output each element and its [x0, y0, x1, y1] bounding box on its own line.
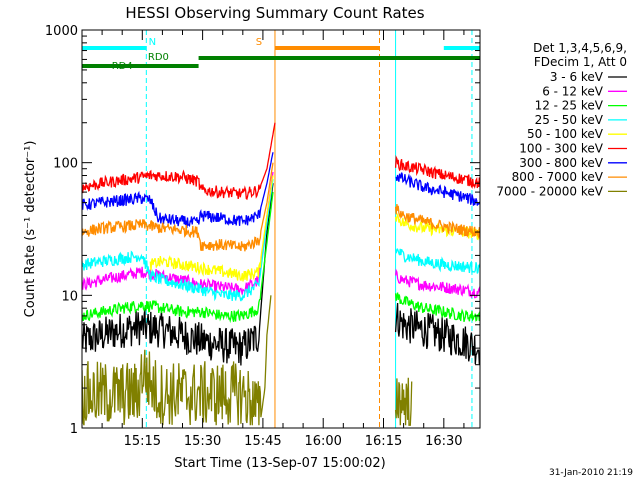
series-4-segment-2	[394, 247, 480, 275]
series-3-segment-1	[82, 192, 274, 324]
legend-label-6: 100 - 300 keV	[519, 142, 603, 156]
footer-timestamp: 31-Jan-2010 21:19	[549, 468, 633, 478]
series-6-segment-1	[82, 122, 276, 201]
state-bar-label-rd0: RD0	[148, 52, 169, 63]
series-9-segment-1	[82, 295, 272, 426]
x-tick-label-4: 16:00	[304, 434, 341, 449]
series-9-segment-2	[394, 377, 413, 426]
series-8	[82, 162, 480, 252]
x-tick-label-1: 15:15	[124, 434, 161, 449]
legend: Det 1,3,4,5,6,9, FDecim 1, Att 0 3 - 6 k…	[496, 41, 627, 198]
series-6	[82, 122, 480, 201]
x-tick-label-3: 15:45	[244, 434, 281, 449]
series-7-segment-2	[395, 172, 480, 206]
series-3-segment-2	[394, 292, 480, 322]
y-tick-label-4: 1000	[45, 24, 78, 39]
legend-label-3: 12 - 25 keV	[535, 99, 604, 113]
series-1-segment-1	[82, 183, 274, 366]
plot-frame	[81, 29, 481, 429]
y-tick-label-3: 100	[53, 157, 78, 172]
legend-label-9: 7000 - 20000 keV	[496, 184, 603, 198]
series-4	[82, 179, 480, 302]
series-1-segment-2	[394, 302, 480, 366]
series-lines	[82, 122, 480, 426]
legend-label-4: 25 - 50 keV	[535, 113, 604, 127]
series-4-segment-1	[82, 179, 274, 302]
series-8-segment-2	[394, 204, 480, 240]
state-bar-label-n: N	[149, 37, 156, 48]
x-axis-label: Start Time (13-Sep-07 15:00:02)	[174, 456, 385, 471]
y-axis: 1 10 100 1000	[45, 24, 480, 437]
x-axis: 15:15 15:30 15:45 16:00 16:15 16:30	[101, 30, 465, 449]
state-bars: N S RD0 RD4	[82, 37, 480, 72]
series-5-segment-1	[149, 175, 274, 282]
series-2-segment-2	[394, 268, 480, 299]
state-bar-label-s: S	[256, 37, 262, 48]
x-tick-label-5: 16:15	[365, 434, 402, 449]
y-tick-label-1: 1	[70, 422, 78, 437]
series-7	[82, 152, 480, 228]
series-9	[82, 295, 413, 426]
legend-label-5: 50 - 100 keV	[527, 127, 604, 141]
series-3	[82, 192, 480, 324]
series-8-segment-1	[82, 162, 274, 252]
series-2	[82, 171, 480, 299]
series-7-segment-1	[82, 152, 274, 228]
legend-header-line-1: Det 1,3,4,5,6,9,	[533, 41, 627, 55]
legend-label-8: 800 - 7000 keV	[512, 170, 604, 184]
x-tick-label-2: 15:30	[184, 434, 221, 449]
y-tick-label-2: 10	[61, 289, 78, 304]
chart-title: HESSI Observing Summary Count Rates	[125, 4, 424, 22]
series-2-segment-1	[82, 171, 274, 295]
x-tick-label-6: 16:30	[425, 434, 462, 449]
legend-header-line-2: FDecim 1, Att 0	[534, 55, 627, 69]
state-bar-label-rd4: RD4	[112, 61, 133, 72]
legend-label-2: 6 - 12 keV	[542, 84, 604, 98]
legend-label-7: 300 - 800 keV	[519, 156, 603, 170]
series-6-segment-2	[394, 154, 480, 189]
y-axis-label: Count Rate (s⁻¹ detector⁻¹)	[23, 141, 38, 318]
legend-label-1: 3 - 6 keV	[550, 70, 604, 84]
series-1	[82, 183, 480, 366]
